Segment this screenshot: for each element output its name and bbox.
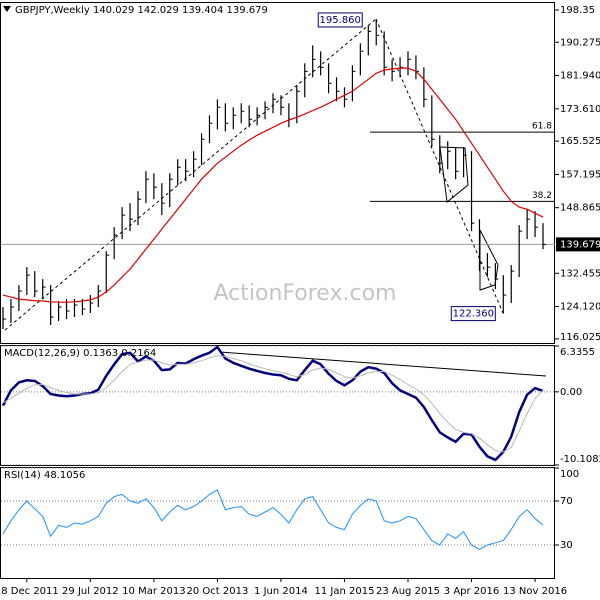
y-tick-label: 0.00 [560,387,582,398]
x-tick-label: 11 Jan 2015 [314,586,374,597]
panel-title: MACD(12,26,9) 0.1363 0.2164 [4,348,156,359]
y-tick-label: 70 [560,496,573,507]
y-tick-label: 6.3355 [560,347,595,358]
symbol-icon [3,6,11,12]
y-tick-label: 181.940 [560,71,600,82]
x-tick-label: 1 Jun 2014 [254,586,308,597]
x-tick-label: 29 Jul 2012 [62,586,119,597]
y-tick-label: 124.120 [560,302,600,313]
moving-average [2,67,544,303]
x-tick-label: 13 Nov 2016 [503,586,567,597]
y-tick-label: 132.455 [560,268,600,279]
panel-title: RSI(14) 48.1056 [4,470,85,481]
last-price-box [556,237,600,252]
price-panel [0,2,555,344]
extreme-label: 122.360 [453,309,494,320]
fib-label: 61.8 [532,122,552,132]
extreme-label: 195.860 [320,15,361,26]
x-tick-label: 18 Dec 2011 [0,586,59,597]
trend-line [375,18,504,314]
macd-trend-line [219,351,547,377]
x-tick-label: 10 Mar 2013 [122,586,185,597]
extreme-box [450,306,496,322]
trend-line [4,18,377,331]
y-tick-label: 30 [560,540,573,551]
x-tick-label: 20 Oct 2013 [186,586,248,597]
indicator-line [1,345,544,462]
fib-label: 38.2 [532,191,552,201]
y-tick-label: 100 [560,469,579,480]
y-tick-label: -10.1082 [560,454,600,465]
y-tick-label: 157.195 [560,169,600,180]
indicator-line [2,355,544,453]
watermark: ActionForex.com [214,281,397,306]
y-tick-label: 148.865 [560,203,600,214]
y-tick-label: 198.35 [560,5,595,16]
x-tick-label: 23 Aug 2015 [376,586,440,597]
indicator-line [2,489,544,550]
x-tick-label: 3 Apr 2016 [444,586,499,597]
panel-title: GBPJPY,Weekly 140.029 142.029 139.404 13… [15,5,268,16]
y-tick-label: 116.025 [560,332,600,343]
extreme-box [317,12,363,28]
y-tick-label: 165.525 [560,136,600,147]
y-tick-label: 190.275 [560,37,600,48]
y-tick-label: 173.610 [560,104,600,115]
last-price-label: 139.679 [560,239,600,250]
wedge-pattern [439,146,469,203]
